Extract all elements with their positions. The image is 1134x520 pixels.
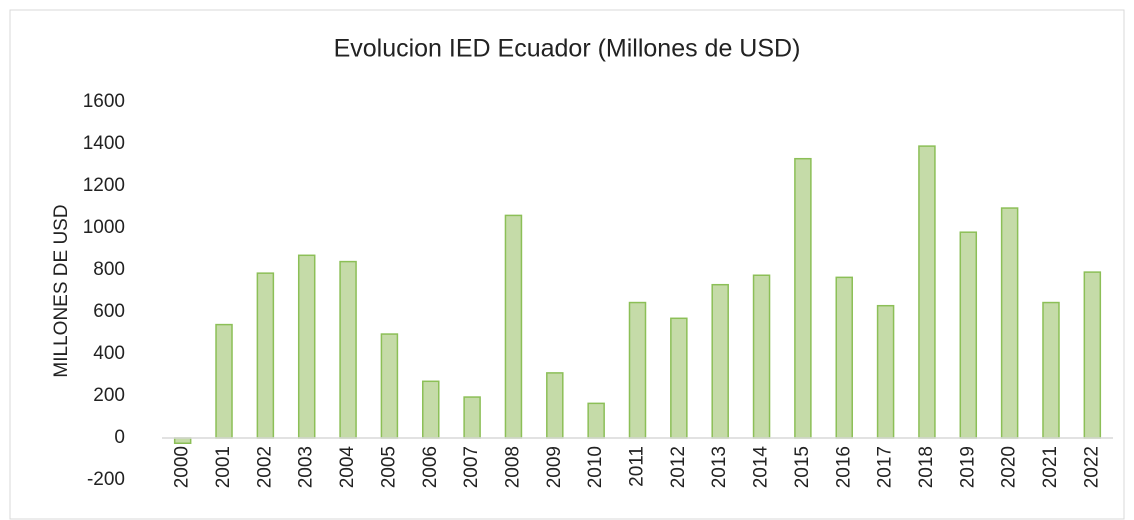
bar [463, 396, 481, 439]
x-tick-label: 2005 [378, 446, 399, 488]
bar [628, 301, 647, 439]
y-tick-label: 800 [93, 259, 125, 280]
x-tick-label: 2004 [337, 446, 358, 489]
x-tick-label: 2002 [254, 446, 275, 488]
x-tick-label: 2001 [213, 446, 234, 488]
bar [876, 304, 895, 439]
bar [752, 274, 771, 439]
y-tick-label: -200 [87, 469, 125, 490]
x-tick-label: 2003 [296, 446, 317, 488]
bar [711, 283, 729, 439]
y-tick-label: 1600 [83, 91, 125, 112]
x-tick-label: 2012 [668, 446, 689, 488]
bar [1083, 271, 1102, 439]
y-tick-label: 1400 [83, 133, 125, 154]
bar [918, 145, 936, 439]
bar [215, 323, 233, 439]
x-tick-label: 2010 [585, 446, 606, 488]
x-tick-label: 2011 [627, 446, 648, 487]
chart-border [9, 9, 1125, 520]
x-tick-label: 2018 [916, 446, 937, 488]
y-axis-label: MILLONES DE USD [51, 204, 72, 377]
bar [794, 157, 812, 439]
x-tick-label: 2015 [792, 446, 813, 488]
bar [670, 317, 688, 439]
x-tick-label: 2006 [420, 446, 441, 488]
bar [256, 272, 275, 439]
bar [587, 402, 605, 439]
bar [959, 231, 978, 439]
x-tick-label: 2008 [502, 446, 523, 488]
x-tick-label: 2013 [709, 446, 730, 488]
y-tick-label: 1000 [83, 217, 125, 238]
x-tick-label: 2000 [172, 446, 193, 488]
bar [546, 372, 564, 439]
y-tick-label: 400 [93, 343, 125, 364]
x-tick-label: 2017 [875, 446, 896, 488]
bar [339, 260, 357, 439]
y-tick-label: 600 [93, 301, 125, 322]
bar [380, 333, 399, 439]
bar [1000, 207, 1019, 439]
bar [173, 437, 192, 444]
x-tick-label: 2020 [999, 446, 1020, 488]
bar [835, 276, 853, 439]
x-tick-label: 2021 [1040, 446, 1061, 488]
y-tick-label: 200 [93, 385, 125, 406]
chart-title: Evolucion IED Ecuador (Millones de USD) [334, 35, 801, 63]
bar [1042, 301, 1060, 439]
x-tick-label: 2019 [957, 446, 978, 488]
x-tick-label: 2007 [461, 446, 482, 488]
bar [422, 380, 440, 439]
x-tick-label: 2022 [1081, 446, 1102, 488]
bar [297, 254, 316, 439]
y-tick-label: 0 [114, 427, 125, 448]
x-tick-label: 2014 [751, 446, 772, 489]
x-tick-label: 2016 [833, 446, 854, 488]
x-tick-label: 2009 [544, 446, 565, 488]
y-tick-label: 1200 [83, 175, 125, 196]
bar [504, 214, 523, 439]
